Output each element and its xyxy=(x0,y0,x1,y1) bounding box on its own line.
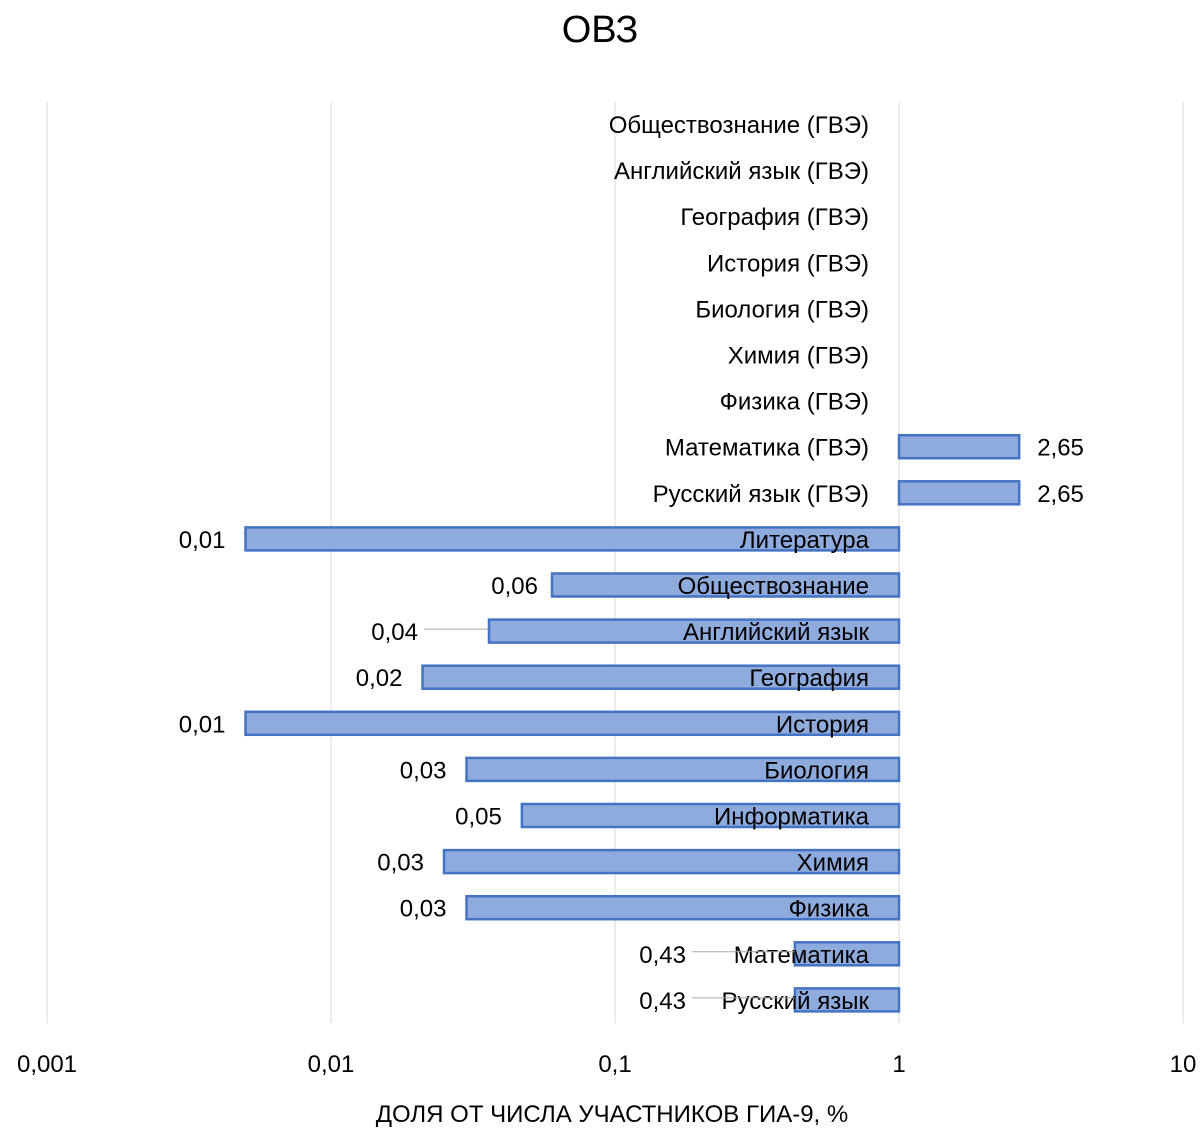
value-label: 0,03 xyxy=(400,896,447,923)
category-label: Обществознание xyxy=(678,573,869,600)
category-label: Русский язык (ГВЭ) xyxy=(653,481,869,508)
category-labels: Обществознание (ГВЭ) Английский язык (ГВЭ… xyxy=(609,112,870,1015)
category-label: Литература xyxy=(740,527,870,554)
category-label: Математика (ГВЭ) xyxy=(665,435,869,462)
value-label: 0,43 xyxy=(639,988,686,1015)
category-label: Английский язык xyxy=(683,619,870,646)
category-label: Русский язык xyxy=(722,988,870,1015)
value-label: 0,43 xyxy=(639,942,686,969)
bar xyxy=(487,618,901,644)
value-labels: 2,65 2,65 0,01 0,06 0,04 0,02 0,01 0,03 0,05 0,03… xyxy=(179,435,1084,1015)
x-tick-label: 10 xyxy=(1170,1051,1197,1078)
category-label: География xyxy=(749,665,869,692)
category-label: Химия xyxy=(797,850,869,877)
category-label: Биология xyxy=(764,757,869,784)
bar xyxy=(897,480,1021,506)
bar xyxy=(550,572,901,598)
value-label: 0,05 xyxy=(455,804,502,831)
category-label: Математика xyxy=(734,942,870,969)
bar xyxy=(244,710,901,737)
value-label: 0,01 xyxy=(179,711,226,738)
category-label: Химия (ГВЭ) xyxy=(728,343,869,370)
chart-title: ОВЗ xyxy=(562,9,639,51)
category-label: История xyxy=(776,711,869,738)
x-tick-label: 0,001 xyxy=(17,1051,77,1078)
bar xyxy=(465,756,901,783)
category-label: Обществознание (ГВЭ) xyxy=(609,112,869,139)
bar xyxy=(793,941,901,967)
category-label: Информатика xyxy=(714,804,870,831)
value-label: 2,65 xyxy=(1037,435,1084,462)
x-tick-label: 1 xyxy=(892,1051,905,1078)
value-label: 0,03 xyxy=(400,757,447,784)
value-label: 0,06 xyxy=(491,573,538,600)
value-label: 0,02 xyxy=(356,665,403,692)
grid-lines xyxy=(46,102,1184,1023)
bar xyxy=(442,848,901,875)
x-tick-label: 0,1 xyxy=(598,1051,631,1078)
category-label: Биология (ГВЭ) xyxy=(695,296,869,323)
bar xyxy=(897,433,1021,460)
bar xyxy=(421,664,901,690)
bar xyxy=(465,894,901,921)
category-label: Физика xyxy=(789,896,870,923)
category-label: Английский язык (ГВЭ) xyxy=(614,158,869,185)
value-label: 2,65 xyxy=(1037,481,1084,508)
bars xyxy=(244,433,1021,1013)
x-axis-label: ДОЛЯ ОТ ЧИСЛА УЧАСТНИКОВ ГИА-9, % xyxy=(376,1101,848,1128)
bar xyxy=(520,802,901,829)
x-axis-ticks: 0,001 0,01 0,1 1 10 xyxy=(17,1051,1196,1078)
category-label: История (ГВЭ) xyxy=(707,250,869,277)
value-label: 0,04 xyxy=(371,619,418,646)
bar xyxy=(244,526,901,552)
value-label: 0,03 xyxy=(377,850,424,877)
category-label: География (ГВЭ) xyxy=(680,204,869,231)
category-label: Физика (ГВЭ) xyxy=(720,389,869,416)
bar xyxy=(793,987,901,1013)
x-tick-label: 0,01 xyxy=(308,1051,355,1078)
value-label: 0,01 xyxy=(179,527,226,554)
